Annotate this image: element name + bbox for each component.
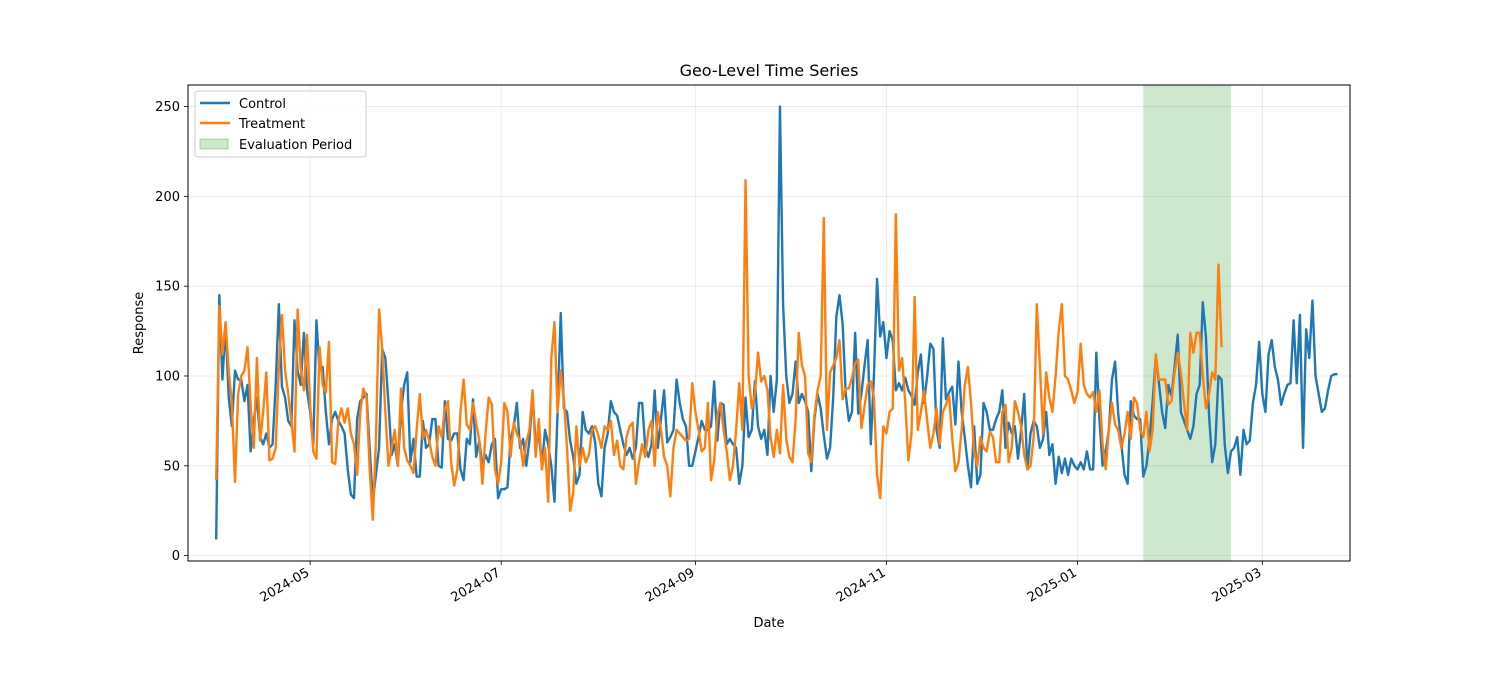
y-tick-label: 0 bbox=[172, 549, 180, 564]
series-line-treatment bbox=[214, 178, 1223, 521]
legend-control-label: Control bbox=[239, 97, 286, 112]
x-axis-label: Date bbox=[753, 616, 784, 631]
legend-evaluation-period-swatch bbox=[199, 138, 229, 150]
y-tick-label: 200 bbox=[155, 190, 180, 205]
y-axis-ticks: 0 50 100 150 200 250 bbox=[155, 100, 188, 564]
legend: Control Treatment Evaluation Period bbox=[194, 90, 367, 158]
series-line-control bbox=[214, 105, 1338, 540]
legend-box bbox=[194, 90, 367, 158]
y-tick-label: 250 bbox=[155, 100, 180, 115]
y-tick-label: 150 bbox=[155, 280, 180, 295]
series-lines bbox=[214, 105, 1338, 540]
plot-frame bbox=[187, 84, 1351, 562]
legend-treatment-label: Treatment bbox=[238, 117, 305, 132]
legend-evaluation-period-label: Evaluation Period bbox=[239, 138, 352, 153]
y-tick-label: 50 bbox=[163, 459, 180, 474]
chart-title: Geo-Level Time Series bbox=[680, 61, 859, 80]
y-tick-label: 100 bbox=[155, 369, 180, 384]
y-axis-label: Response bbox=[132, 292, 147, 354]
